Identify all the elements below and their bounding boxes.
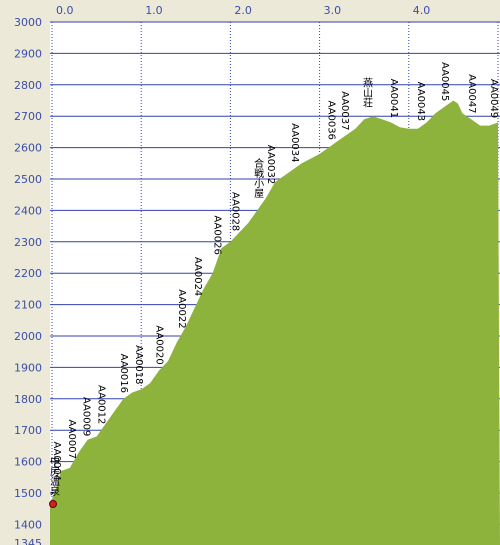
x-tick-label: 1.0 xyxy=(145,4,163,17)
y-tick-label: 1400 xyxy=(14,518,42,531)
waypoint-label: AA0024 xyxy=(192,257,203,296)
waypoint-label: AA0028 xyxy=(229,192,240,231)
y-tick-label: 1800 xyxy=(14,393,42,406)
waypoint-label: AA0041 xyxy=(388,79,399,118)
waypoint-label: AA0016 xyxy=(118,354,129,393)
y-axis-ticks: 3000 2900 2800 2700 2600 2500 2400 2300 2200 2100… xyxy=(14,16,42,545)
x-tick-label: 2.0 xyxy=(234,4,252,17)
y-tick-label: 2800 xyxy=(14,79,42,92)
y-tick-label: 2700 xyxy=(14,110,42,123)
y-tick-label: 1700 xyxy=(14,424,42,437)
y-tick-label: 2900 xyxy=(14,47,42,60)
y-tick-label: 3000 xyxy=(14,16,42,29)
trailhead-marker xyxy=(49,499,57,508)
waypoint-label: AA0037 xyxy=(339,91,350,130)
waypoint-label: AA0020 xyxy=(154,325,165,364)
waypoint-label: AA0009 xyxy=(80,397,91,436)
y-tick-label: 2600 xyxy=(14,142,42,155)
waypoint-label: AA0034 xyxy=(289,123,300,162)
x-tick-label: 0.0 xyxy=(56,4,74,17)
waypoint-label: 合戦小屋 xyxy=(252,157,264,198)
waypoint-label: AA0026 xyxy=(212,215,223,254)
x-tick-label: 3.0 xyxy=(324,4,342,17)
elevation-area xyxy=(50,100,500,545)
y-tick-label: 1900 xyxy=(14,361,42,374)
y-tick-label: 2200 xyxy=(14,267,42,280)
waypoint-label: AA0047 xyxy=(466,74,477,113)
y-tick-label: 2300 xyxy=(14,236,42,249)
y-tick-label: 2500 xyxy=(14,173,42,186)
waypoint-label: AA0022 xyxy=(176,289,187,328)
y-tick-label: 1345 xyxy=(14,537,42,545)
y-tick-label: 1600 xyxy=(14,456,42,469)
waypoint-label: AA0012 xyxy=(96,385,107,424)
waypoint-label: AA0004 xyxy=(51,442,62,481)
y-tick-label: 2400 xyxy=(14,204,42,217)
waypoint-label: AA0043 xyxy=(415,82,426,121)
waypoint-label: AA0036 xyxy=(326,101,337,140)
y-tick-label: 1500 xyxy=(14,487,42,500)
waypoint-label: AA0018 xyxy=(133,345,144,384)
waypoint-label: 燕山荘 xyxy=(360,78,372,109)
y-tick-label: 2100 xyxy=(14,299,42,312)
x-axis-ticks: 0.01.02.03.04.05.0 xyxy=(56,4,431,17)
waypoint-label: AA0007 xyxy=(66,420,77,459)
waypoint-label: AA0049 xyxy=(488,79,499,118)
waypoint-label: AA0045 xyxy=(439,62,450,101)
waypoint-label: AA0032 xyxy=(265,145,276,184)
x-tick-label: 4.0 xyxy=(413,4,431,17)
waypoint-label: 中房温泉 xyxy=(48,455,60,496)
y-tick-label: 2000 xyxy=(14,330,42,343)
